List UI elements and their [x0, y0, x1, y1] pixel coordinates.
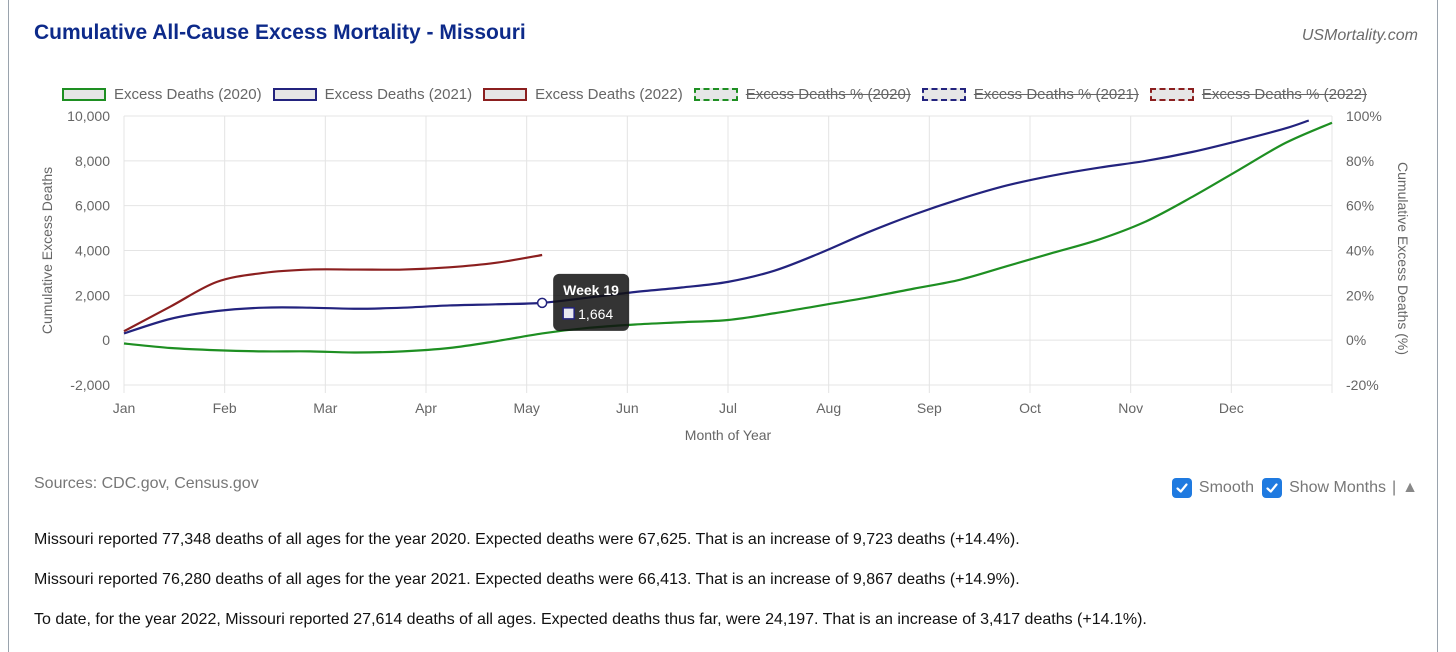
y-tick-label: 0: [102, 332, 110, 348]
legend-label: Excess Deaths % (2020): [745, 86, 911, 103]
legend-swatch: [272, 88, 317, 101]
x-tick-label: Jun: [616, 400, 639, 416]
legend-swatch: [693, 88, 738, 101]
legend-item-excess-2020[interactable]: Excess Deaths (2020): [62, 86, 262, 103]
y2-tick-label: -20%: [1346, 377, 1379, 393]
y2-tick-label: 20%: [1346, 287, 1374, 303]
y-tick-label: 8,000: [75, 153, 110, 169]
checkbox-checked-icon[interactable]: [1262, 478, 1283, 498]
sources-note: Sources: CDC.gov, Census.gov: [34, 475, 259, 492]
y2-tick-label: 40%: [1346, 243, 1374, 259]
y-axis-title: Cumulative Excess Deaths: [39, 167, 55, 334]
smooth-toggle[interactable]: Smooth: [1171, 478, 1255, 498]
y-tick-label: 10,000: [67, 108, 110, 124]
chart-legend: Excess Deaths (2020) Excess Deaths (2021…: [62, 86, 1378, 103]
y-tick-label: 2,000: [75, 287, 110, 303]
x-tick-label: Feb: [213, 400, 237, 416]
smooth-label: Smooth: [1198, 479, 1255, 496]
x-tick-label: Dec: [1219, 400, 1244, 416]
y2-axis-title: Cumulative Excess Deaths (%): [1395, 162, 1411, 355]
legend-item-excess-2021[interactable]: Excess Deaths (2021): [272, 86, 473, 103]
legend-label: Excess Deaths (2020): [114, 86, 262, 103]
legend-swatch: [1149, 88, 1194, 101]
summary-2020: Missouri reported 77,348 deaths of all a…: [34, 531, 1020, 548]
chart-card: [8, 0, 1438, 652]
x-tick-label: Jan: [113, 400, 136, 416]
series-line-3: [123, 253, 543, 333]
tooltip-point-marker: [536, 297, 548, 309]
chart-title: Cumulative All-Cause Excess Mortality - …: [34, 21, 526, 44]
y-tick-label: 6,000: [75, 198, 110, 214]
x-tick-label: Nov: [1118, 400, 1143, 416]
x-tick-label: Oct: [1019, 400, 1041, 416]
x-tick-label: Apr: [415, 400, 437, 416]
legend-swatch: [62, 88, 106, 101]
legend-item-excess-pct-2022[interactable]: Excess Deaths % (2022): [1149, 86, 1367, 103]
y2-tick-label: 0%: [1346, 332, 1366, 348]
line-chart[interactable]: 10,000 100% 8,000 80% 6,000 60% 4,000 40% 2,000 2…: [0, 0, 1456, 460]
checkbox-checked-icon[interactable]: [1171, 478, 1192, 498]
x-tick-label: Jul: [719, 400, 737, 416]
tooltip-swatch: [562, 307, 575, 320]
y2-tick-label: 80%: [1346, 153, 1374, 169]
legend-label: Excess Deaths (2021): [324, 86, 473, 103]
tooltip-value: 1,664: [578, 306, 613, 322]
legend-item-excess-pct-2021[interactable]: Excess Deaths % (2021): [921, 86, 1139, 103]
legend-label: Excess Deaths % (2022): [1201, 86, 1367, 103]
scroll-up-icon[interactable]: ▲: [1402, 479, 1418, 496]
summary-2022: To date, for the year 2022, Missouri rep…: [34, 611, 1147, 628]
chart-controls: Smooth Show Months | ▲: [1171, 478, 1418, 498]
legend-label: Excess Deaths (2022): [535, 86, 683, 103]
x-tick-label: Sep: [917, 400, 942, 416]
summary-2021: Missouri reported 76,280 deaths of all a…: [34, 571, 1020, 588]
legend-swatch: [483, 88, 528, 101]
show-months-toggle[interactable]: Show Months: [1262, 478, 1386, 498]
series-line-1: [123, 121, 1333, 354]
legend-swatch: [921, 88, 966, 101]
tooltip-title: Week 19: [563, 282, 619, 298]
legend-label: Excess Deaths % (2021): [973, 86, 1139, 103]
x-tick-label: Aug: [816, 400, 841, 416]
x-tick-label: Mar: [313, 400, 337, 416]
y-tick-label: 4,000: [75, 243, 110, 259]
legend-item-excess-2022[interactable]: Excess Deaths (2022): [483, 86, 683, 103]
controls-separator: |: [1392, 479, 1397, 496]
y2-tick-label: 100%: [1346, 108, 1382, 124]
y-tick-label: -2,000: [70, 377, 110, 393]
legend-item-excess-pct-2020[interactable]: Excess Deaths % (2020): [693, 86, 911, 103]
show-months-label: Show Months: [1289, 479, 1386, 496]
x-axis-title: Month of Year: [685, 427, 772, 443]
y2-tick-label: 60%: [1346, 198, 1374, 214]
x-tick-label: May: [513, 400, 539, 416]
site-brand: USMortality.com: [1301, 27, 1418, 44]
series-line-2: [123, 119, 1310, 335]
